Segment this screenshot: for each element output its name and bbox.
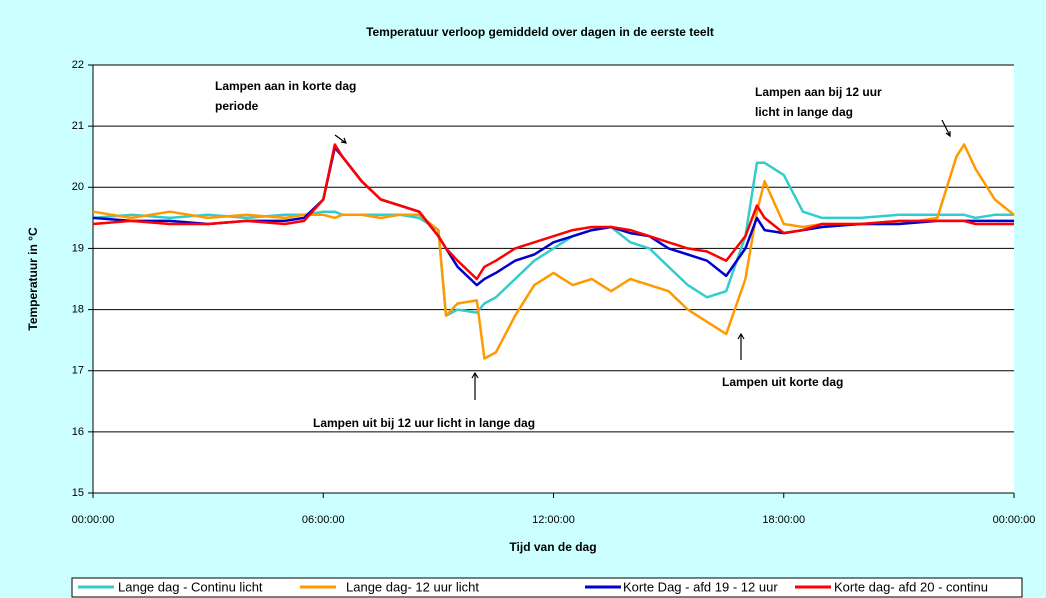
legend-label: Korte Dag - afd 19 - 12 uur bbox=[623, 579, 778, 594]
y-tick-label: 17 bbox=[72, 365, 84, 377]
annotation: Lampen uit korte dag bbox=[722, 375, 843, 389]
annotation: Lampen aan in korte dag bbox=[215, 79, 356, 93]
y-tick-label: 16 bbox=[72, 426, 84, 438]
x-tick-label: 00:00:00 bbox=[72, 514, 115, 526]
x-tick-label: 06:00:00 bbox=[302, 514, 345, 526]
y-tick-label: 22 bbox=[72, 59, 84, 71]
arrow bbox=[941, 119, 951, 138]
y-axis-label: Temperatuur in °C bbox=[26, 227, 40, 331]
x-tick-label: 00:00:00 bbox=[993, 514, 1036, 526]
arrows bbox=[334, 119, 951, 400]
legend-label: Lange dag- 12 uur licht bbox=[346, 579, 479, 594]
legend bbox=[71, 577, 1023, 598]
chart-title: Temperatuur verloop gemiddeld over dagen… bbox=[366, 25, 714, 39]
annotation: Lampen uit bij 12 uur licht in lange dag bbox=[313, 416, 535, 430]
arrow bbox=[334, 134, 347, 144]
annotation: Lampen aan bij 12 uur bbox=[755, 85, 882, 99]
y-tick-label: 15 bbox=[72, 487, 84, 499]
arrow bbox=[471, 371, 479, 400]
annotation: licht in lange dag bbox=[755, 105, 853, 119]
legend-label: Korte dag- afd 20 - continu bbox=[834, 579, 988, 594]
annotation: periode bbox=[215, 99, 259, 113]
y-tick-label: 19 bbox=[72, 242, 84, 254]
y-tick-label: 18 bbox=[72, 303, 84, 315]
plot-area bbox=[93, 65, 1014, 493]
y-tick-label: 21 bbox=[72, 120, 84, 132]
arrow bbox=[737, 332, 745, 360]
series-line bbox=[92, 161, 1014, 317]
y-tick-label: 20 bbox=[72, 181, 84, 193]
x-tick-label: 18:00:00 bbox=[762, 514, 805, 526]
x-axis-label: Tijd van de dag bbox=[509, 540, 596, 554]
x-tick-label: 12:00:00 bbox=[532, 514, 575, 526]
series-line bbox=[92, 143, 1014, 281]
legend-label: Lange dag - Continu licht bbox=[118, 579, 263, 594]
